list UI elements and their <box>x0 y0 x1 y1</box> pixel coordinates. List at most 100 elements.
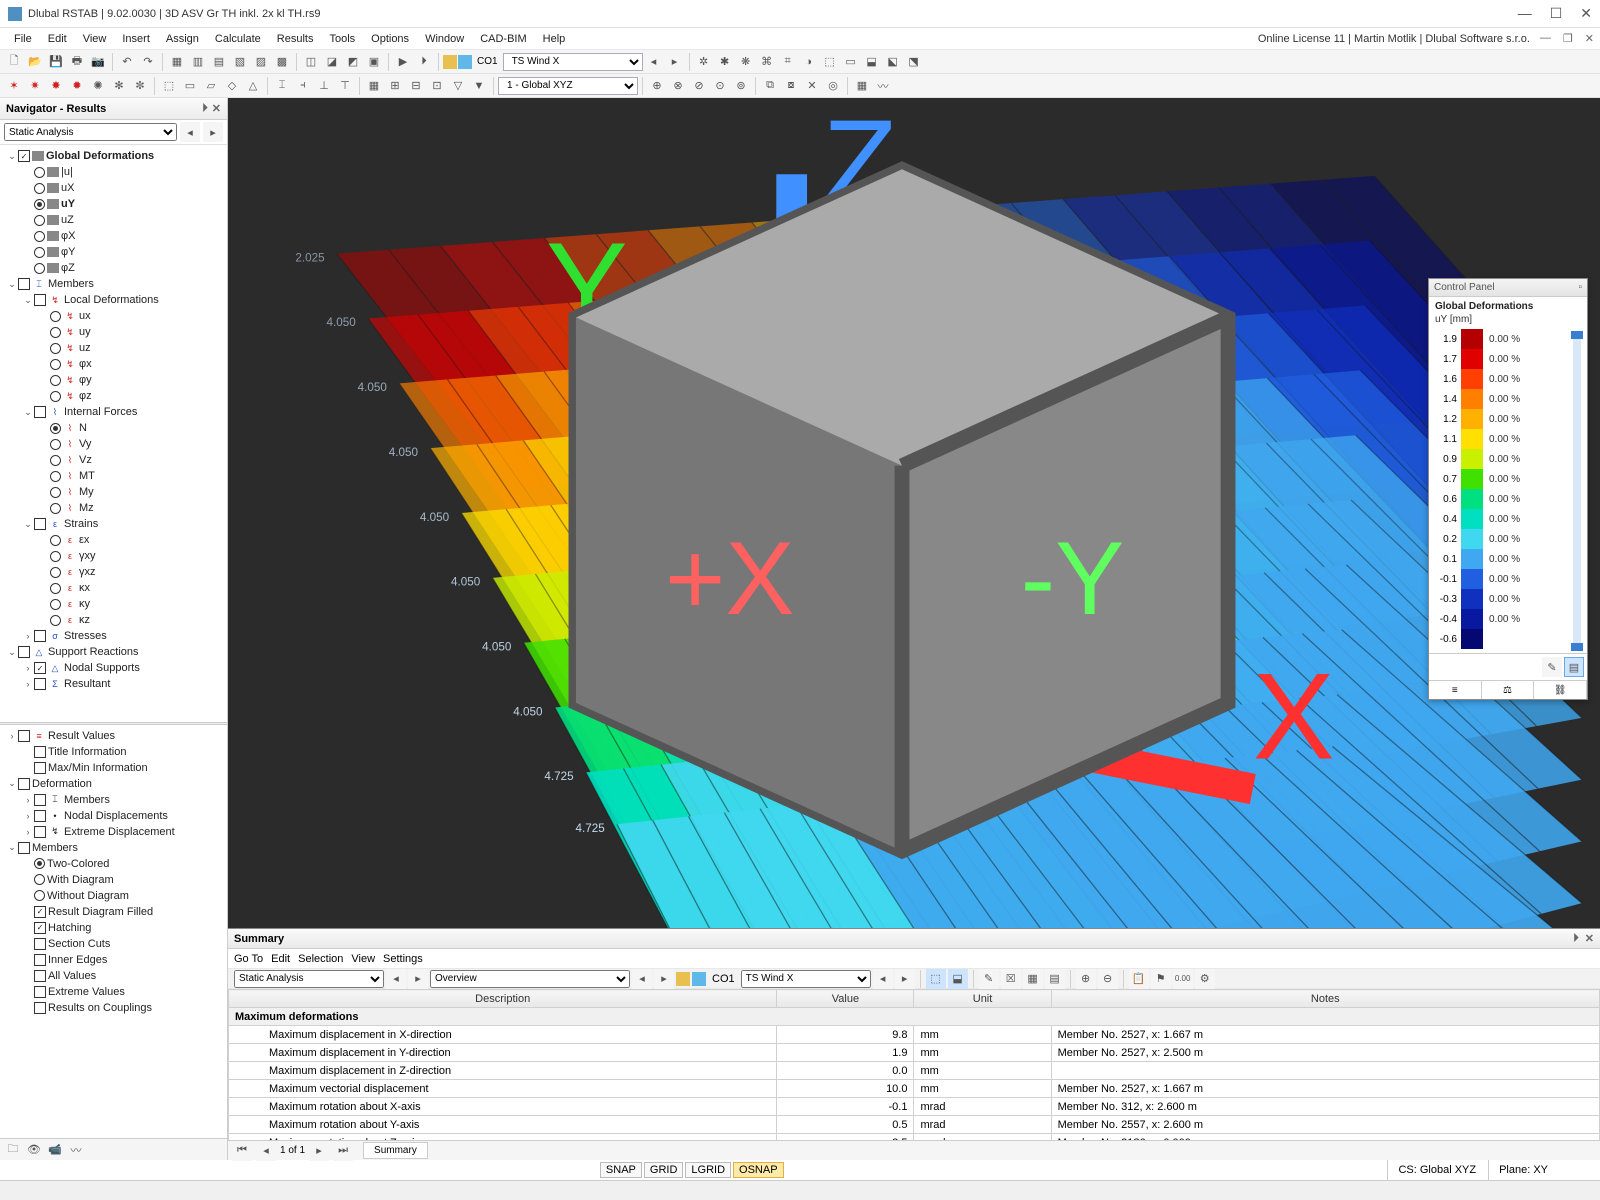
summary-overview-select[interactable]: Overview <box>430 970 630 988</box>
tree-item[interactable]: Max/Min Information <box>2 760 225 776</box>
camera-icon[interactable]: 📷 <box>88 52 108 72</box>
snap-lgrid[interactable]: LGRID <box>685 1162 731 1178</box>
tree-item[interactable]: ⌄Deformation <box>2 776 225 792</box>
st8-icon[interactable]: ⊖ <box>1098 969 1118 989</box>
s6-icon[interactable]: ✻ <box>109 76 129 96</box>
tree-item[interactable]: All Values <box>2 968 225 984</box>
table-row[interactable]: Maximum displacement in Z-direction0.0mm <box>229 1062 1600 1080</box>
menu-options[interactable]: Options <box>363 31 417 47</box>
tree-item[interactable]: εγxy <box>2 548 225 564</box>
page-prev-icon[interactable]: ◂ <box>256 1141 276 1161</box>
cp-tab-filter-icon[interactable]: ⛓ <box>1534 681 1587 699</box>
tree-item[interactable]: εεx <box>2 532 225 548</box>
tree-item[interactable]: Extreme Values <box>2 984 225 1000</box>
summary-close-icon[interactable]: ✕ <box>1585 932 1594 945</box>
t-a-icon[interactable]: ✲ <box>694 52 714 72</box>
g9-icon[interactable]: ◎ <box>823 76 843 96</box>
tree-item[interactable]: ↯φz <box>2 388 225 404</box>
tree-item[interactable]: φX <box>2 228 225 244</box>
s21-icon[interactable]: ▽ <box>448 76 468 96</box>
g10-icon[interactable]: ▦ <box>852 76 872 96</box>
s20-icon[interactable]: ⊡ <box>427 76 447 96</box>
nav-tab-results-icon[interactable]: 〰 <box>66 1140 86 1160</box>
t-c-icon[interactable]: ❋ <box>736 52 756 72</box>
t-j-icon[interactable]: ⬕ <box>883 52 903 72</box>
st4-icon[interactable]: ☒ <box>1001 969 1021 989</box>
g8-icon[interactable]: ✕ <box>802 76 822 96</box>
s16-icon[interactable]: ⊤ <box>335 76 355 96</box>
s14-icon[interactable]: ⫞ <box>293 76 313 96</box>
tree-item[interactable]: εκy <box>2 596 225 612</box>
g2-icon[interactable]: ⊗ <box>668 76 688 96</box>
nav-tab-views-icon[interactable]: 📹 <box>45 1140 65 1160</box>
t-g-icon[interactable]: ⬚ <box>820 52 840 72</box>
view4-icon[interactable]: ▧ <box>230 52 250 72</box>
st11-icon[interactable]: 0.00 <box>1173 969 1193 989</box>
tree-item[interactable]: ↯φy <box>2 372 225 388</box>
tree-item[interactable]: ↯ux <box>2 308 225 324</box>
panel-pin-icon[interactable]: ⏵ <box>202 102 208 115</box>
summary-loadcase-select[interactable]: TS Wind X <box>741 970 871 988</box>
summary-pin-icon[interactable]: ⏵ <box>1573 932 1579 945</box>
render1-icon[interactable]: ◫ <box>301 52 321 72</box>
calc-icon[interactable]: ▶ <box>393 52 413 72</box>
s11-icon[interactable]: ◇ <box>222 76 242 96</box>
new-icon[interactable]: 🗋 <box>4 52 24 72</box>
s19-icon[interactable]: ⊟ <box>406 76 426 96</box>
save-icon[interactable]: 💾 <box>46 52 66 72</box>
cp-tab-colors-icon[interactable]: ≡ <box>1429 681 1482 699</box>
tree-item[interactable]: Section Cuts <box>2 936 225 952</box>
analysis-prev-icon[interactable]: ◂ <box>180 122 200 142</box>
st5-icon[interactable]: ▦ <box>1023 969 1043 989</box>
lc-next-icon[interactable]: ▸ <box>665 52 685 72</box>
snap-osnap[interactable]: OSNAP <box>733 1162 784 1178</box>
render3-icon[interactable]: ◩ <box>343 52 363 72</box>
calc2-icon[interactable]: ⏵ <box>414 52 434 72</box>
doc-close-icon[interactable]: ✕ <box>1585 32 1594 45</box>
tree-item[interactable]: εκz <box>2 612 225 628</box>
st7-icon[interactable]: ⊕ <box>1076 969 1096 989</box>
t-d-icon[interactable]: ⌘ <box>757 52 777 72</box>
view5-icon[interactable]: ▨ <box>251 52 271 72</box>
swatch-2[interactable] <box>458 55 472 69</box>
tree-item[interactable]: Without Diagram <box>2 888 225 904</box>
g6-icon[interactable]: ⧉ <box>760 76 780 96</box>
tree-item[interactable]: Title Information <box>2 744 225 760</box>
tree-item[interactable]: ⌇Mz <box>2 500 225 516</box>
tree-item[interactable]: ⌄↯Local Deformations <box>2 292 225 308</box>
nav-tab-display-icon[interactable]: 👁 <box>24 1140 44 1160</box>
view6-icon[interactable]: ▩ <box>272 52 292 72</box>
table-row[interactable]: Maximum displacement in Y-direction1.9mm… <box>229 1044 1600 1062</box>
t-h-icon[interactable]: ▭ <box>841 52 861 72</box>
tree-item[interactable]: ⌄Members <box>2 840 225 856</box>
g7-icon[interactable]: ⧇ <box>781 76 801 96</box>
tree-item[interactable]: εγxz <box>2 564 225 580</box>
cp-toggle-icon[interactable]: ▤ <box>1564 657 1584 677</box>
s10-icon[interactable]: ▱ <box>201 76 221 96</box>
menu-file[interactable]: File <box>6 31 40 47</box>
tree-item[interactable]: ⌇N <box>2 420 225 436</box>
results-tree-bottom[interactable]: ›≡Result ValuesTitle InformationMax/Min … <box>0 725 227 1139</box>
sa-next-icon[interactable]: ▸ <box>408 969 428 989</box>
menu-window[interactable]: Window <box>417 31 472 47</box>
tree-item[interactable]: ›△Nodal Supports <box>2 660 225 676</box>
cp-tab-factors-icon[interactable]: ⚖ <box>1482 681 1535 699</box>
st10-icon[interactable]: ⚑ <box>1151 969 1171 989</box>
page-last-icon[interactable]: ⏭ <box>333 1141 353 1161</box>
s4-icon[interactable]: ✹ <box>67 76 87 96</box>
g11-icon[interactable]: 〰 <box>873 76 893 96</box>
s22-icon[interactable]: ▼ <box>469 76 489 96</box>
g1-icon[interactable]: ⊕ <box>647 76 667 96</box>
open-icon[interactable]: 📂 <box>25 52 45 72</box>
tree-item[interactable]: ⌄εStrains <box>2 516 225 532</box>
g3-icon[interactable]: ⊘ <box>689 76 709 96</box>
t-k-icon[interactable]: ⬔ <box>904 52 924 72</box>
tree-item[interactable]: uZ <box>2 212 225 228</box>
menu-results[interactable]: Results <box>269 31 322 47</box>
summary-tab[interactable]: Summary <box>363 1142 428 1159</box>
doc-minimize-icon[interactable]: — <box>1540 32 1551 45</box>
3d-viewport[interactable]: 2.0254.0504.0504.0504.0504.0504.0504.050… <box>228 98 1600 928</box>
summary-menu-settings[interactable]: Settings <box>383 953 423 965</box>
doc-restore-icon[interactable]: ❐ <box>1563 32 1573 45</box>
view1-icon[interactable]: ▦ <box>167 52 187 72</box>
